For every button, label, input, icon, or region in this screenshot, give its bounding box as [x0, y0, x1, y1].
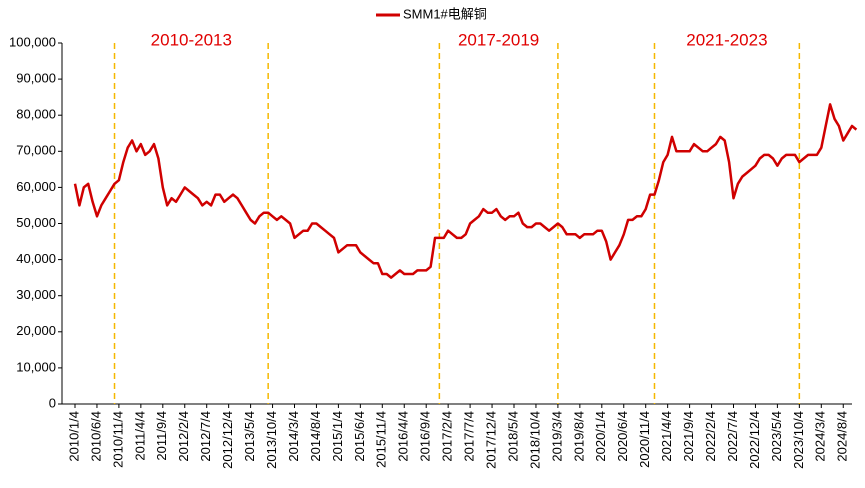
y-tick-label: 40,000	[16, 251, 56, 266]
y-tick-label: 10,000	[16, 359, 56, 374]
x-tick-label: 2017/12/4	[483, 411, 498, 469]
period-label: 2017-2019	[458, 30, 539, 49]
x-tick-label: 2024/8/4	[835, 411, 850, 462]
x-tick-label: 2015/1/4	[330, 411, 345, 462]
x-tick-label: 2017/2/4	[440, 411, 455, 462]
x-tick-label: 2022/7/4	[725, 411, 740, 462]
x-tick-label: 2018/10/4	[527, 411, 542, 469]
x-tick-label: 2020/6/4	[615, 411, 630, 462]
x-tick-label: 2010/1/4	[66, 411, 81, 462]
x-tick-label: 2019/8/4	[571, 411, 586, 462]
x-tick-label: 2014/3/4	[286, 411, 301, 462]
x-tick-label: 2016/9/4	[418, 411, 433, 462]
x-tick-label: 2023/5/4	[769, 411, 784, 462]
y-tick-label: 50,000	[16, 215, 56, 230]
y-tick-label: 0	[49, 395, 56, 410]
x-tick-label: 2010/6/4	[88, 411, 103, 462]
x-tick-label: 2013/5/4	[242, 411, 257, 462]
x-tick-label: 2017/7/4	[462, 411, 477, 462]
x-tick-label: 2022/2/4	[703, 411, 718, 462]
x-tick-label: 2021/9/4	[681, 411, 696, 462]
x-tick-label: 2018/5/4	[505, 411, 520, 462]
x-tick-label: 2022/12/4	[747, 411, 762, 469]
x-tick-label: 2015/11/4	[374, 411, 389, 468]
y-tick-label: 70,000	[16, 143, 56, 158]
x-tick-label: 2021/4/4	[659, 411, 674, 462]
x-tick-label: 2016/4/4	[396, 411, 411, 462]
x-tick-label: 2020/11/4	[637, 411, 652, 468]
y-tick-label: 90,000	[16, 71, 56, 86]
x-tick-label: 2020/1/4	[593, 411, 608, 462]
x-tick-label: 2011/4/4	[132, 411, 147, 461]
y-tick-label: 100,000	[9, 34, 56, 49]
y-tick-label: 80,000	[16, 107, 56, 122]
period-label: 2021-2023	[686, 30, 767, 49]
y-tick-label: 20,000	[16, 323, 56, 338]
x-tick-label: 2024/3/4	[813, 411, 828, 462]
x-tick-label: 2023/10/4	[791, 411, 806, 469]
x-tick-label: 2012/7/4	[198, 411, 213, 462]
x-tick-label: 2014/8/4	[308, 411, 323, 462]
x-tick-label: 2012/12/4	[220, 411, 235, 469]
x-tick-label: 2019/3/4	[549, 411, 564, 462]
x-tick-label: 2012/2/4	[176, 411, 191, 462]
y-tick-label: 60,000	[16, 179, 56, 194]
x-tick-label: 2015/6/4	[352, 411, 367, 462]
x-tick-label: 2010/11/4	[110, 411, 125, 468]
legend-label: SMM1#电解铜	[403, 6, 487, 21]
x-tick-label: 2011/9/4	[154, 411, 169, 461]
y-tick-label: 30,000	[16, 287, 56, 302]
period-label: 2010-2013	[151, 30, 232, 49]
data-line	[73, 103, 858, 279]
x-tick-label: 2013/10/4	[264, 411, 279, 469]
